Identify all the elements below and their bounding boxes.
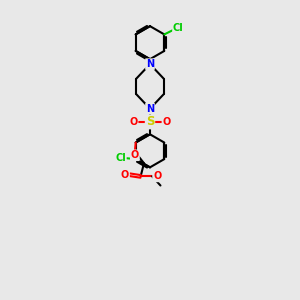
Text: O: O — [153, 171, 161, 182]
Text: Cl: Cl — [115, 153, 126, 163]
Text: Cl: Cl — [173, 23, 184, 33]
Text: O: O — [131, 150, 139, 160]
Text: O: O — [129, 117, 138, 127]
Text: O: O — [121, 170, 129, 180]
Text: S: S — [146, 116, 154, 128]
Text: N: N — [146, 59, 154, 69]
Text: N: N — [146, 104, 154, 114]
Text: O: O — [162, 117, 171, 127]
